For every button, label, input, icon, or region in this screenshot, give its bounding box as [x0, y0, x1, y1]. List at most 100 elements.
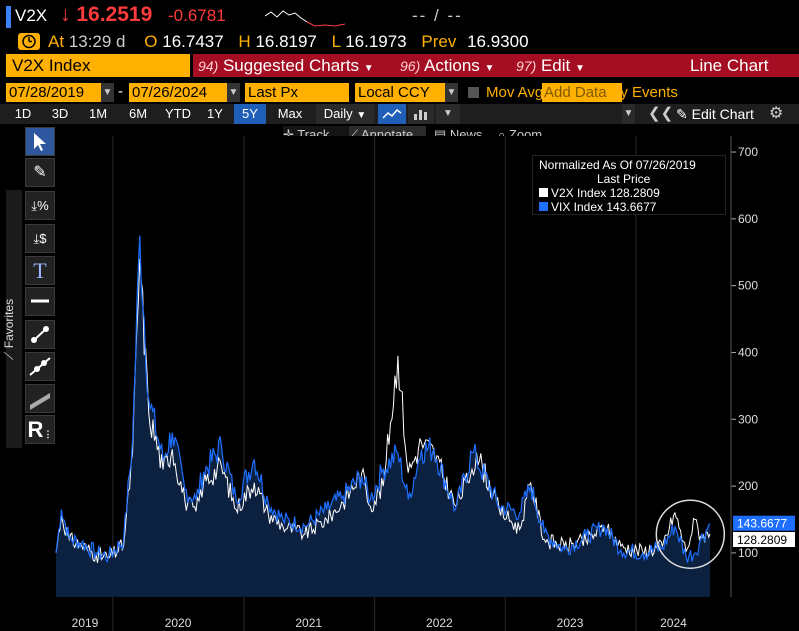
favorites-bar[interactable]: [6, 190, 22, 448]
mov-avgs-checkbox[interactable]: [468, 87, 479, 98]
vix-area-fill: [56, 235, 710, 597]
add-data-dropdown-icon[interactable]: ▼: [622, 104, 635, 124]
start-date-field[interactable]: 07/28/2019: [6, 83, 101, 102]
period-6m[interactable]: 6M: [128, 106, 148, 121]
y-tick-label: 400: [738, 345, 758, 359]
frequency-select[interactable]: Daily ▼: [316, 104, 374, 124]
menu-number: 96): [400, 58, 421, 74]
last-value-box-v2x: [733, 532, 795, 548]
line-chart-icon[interactable]: [378, 104, 406, 124]
high-label: H: [238, 32, 251, 51]
currency-dropdown-icon[interactable]: ▼: [445, 83, 458, 102]
caret-down-icon: ▼: [575, 63, 585, 74]
ticker-symbol: V2X: [15, 6, 48, 25]
collapse-icon[interactable]: ❮❮: [648, 105, 674, 122]
x-year-label: 2020: [165, 616, 192, 630]
sparkline-icon: [265, 10, 346, 27]
legend-item: VIX Index 143.6677: [533, 200, 725, 214]
y-tick-label: 100: [738, 546, 758, 560]
edit-chart-label: Edit Chart: [691, 106, 754, 122]
magnifier-icon: ⌕: [498, 127, 506, 142]
series-line-v2x: [55, 258, 711, 563]
x-year-label: 2019: [72, 616, 99, 630]
period-1m[interactable]: 1M: [88, 106, 108, 121]
r-tool-icon[interactable]: R⋮: [25, 415, 55, 444]
period-5y[interactable]: 5Y: [234, 104, 266, 124]
calendar-dropdown-icon[interactable]: ▼: [101, 83, 114, 102]
period-1y[interactable]: 1Y: [207, 106, 223, 121]
bid-ask: -- / --: [412, 6, 463, 25]
period-3d[interactable]: 3D: [51, 106, 69, 121]
dollar-tool-icon[interactable]: ⤓$: [25, 224, 55, 253]
legend-text: VIX Index 143.6677: [551, 200, 657, 214]
menu-bar: [193, 54, 799, 77]
low-value: 16.1973: [345, 32, 407, 51]
add-data-field[interactable]: Add Data: [542, 83, 622, 102]
edit-menu[interactable]: 97) Edit ▼: [516, 54, 585, 77]
calendar-dropdown-icon[interactable]: ▼: [227, 83, 240, 102]
chart-type-label[interactable]: Line Chart: [690, 56, 769, 75]
y-tick-label: 500: [738, 279, 758, 293]
text-tool-icon[interactable]: T: [25, 256, 55, 285]
period-max[interactable]: Max: [277, 106, 303, 121]
prev-label: Prev: [421, 32, 457, 51]
prev-value: 16.9300: [467, 32, 529, 51]
ticker-flag: [6, 6, 11, 28]
legend-subtitle: Last Price: [597, 172, 651, 186]
trend-line-tool-icon[interactable]: [25, 320, 55, 349]
ray-line-tool-icon[interactable]: [25, 352, 55, 381]
last-value-box-vix: [733, 515, 795, 531]
legend-title: Normalized As Of 07/26/2019: [539, 158, 696, 172]
menu-label: Suggested Charts: [222, 56, 360, 75]
menu-label: Edit: [540, 56, 571, 75]
security-field[interactable]: V2X Index: [6, 54, 190, 77]
highlight-circle: [655, 499, 726, 569]
field-select[interactable]: Last Px: [245, 83, 349, 102]
menu-label: Actions: [424, 56, 480, 75]
period-1d[interactable]: 1D: [14, 106, 32, 121]
caret-down-icon: ▼: [363, 63, 374, 74]
channel-tool-icon[interactable]: [25, 384, 55, 413]
actions-menu[interactable]: 96) Actions ▼: [400, 54, 494, 77]
date-separator: -: [118, 83, 123, 100]
open-label: O: [144, 32, 158, 51]
last-price: ↓ 16.2519: [60, 3, 152, 27]
menu-number: 94): [198, 58, 219, 74]
open-value: 16.7437: [162, 32, 224, 51]
legend-item: V2X Index 128.2809: [533, 186, 725, 200]
frequency-label: Daily: [323, 106, 353, 121]
pencil-tool-icon[interactable]: ✎: [25, 158, 55, 187]
legend-swatch: [539, 188, 548, 197]
high-value: 16.8197: [255, 32, 317, 51]
low-label: L: [331, 32, 341, 51]
clock-icon: [18, 33, 40, 50]
currency-select[interactable]: Local CCY: [355, 83, 445, 102]
percent-tool-icon[interactable]: ⤓%: [25, 191, 55, 220]
y-tick-label: 200: [738, 479, 758, 493]
suggested-charts-menu[interactable]: 94) Suggested Charts ▼: [198, 54, 374, 77]
x-year-label: 2022: [426, 616, 453, 630]
period-ytd[interactable]: YTD: [165, 106, 191, 121]
last-value-vix: 143.6677: [737, 517, 787, 531]
legend-items: V2X Index 128.2809 VIX Index 143.6677: [533, 186, 725, 214]
chart-style-icon[interactable]: [408, 104, 434, 124]
pencil-icon: ✎: [676, 106, 688, 122]
x-year-label: 2021: [295, 616, 322, 630]
chart-style-dropdown-icon[interactable]: ▼: [436, 104, 460, 124]
end-date-field[interactable]: 07/26/2024: [129, 83, 227, 102]
edit-chart-button[interactable]: ✎ Edit Chart: [676, 104, 754, 124]
down-arrow-icon: ↓: [60, 3, 71, 26]
quote-line: At 13:29 d O 16.7437 H 16.8197 L 16.1973…: [48, 32, 799, 54]
horizontal-line-tool-icon[interactable]: [25, 287, 55, 316]
cursor-tool-icon[interactable]: [25, 127, 55, 156]
x-year-label: 2024: [660, 616, 687, 630]
gear-icon[interactable]: ⚙: [769, 105, 784, 122]
time-value: 13:29 d: [68, 32, 126, 51]
annotate-icon: ⟋: [349, 127, 359, 142]
last-value-v2x: 128.2809: [737, 533, 787, 547]
y-tick-label: 700: [738, 145, 758, 159]
price-value: 16.2519: [76, 3, 153, 26]
chart-legend: Normalized As Of 07/26/2019 Last Price V…: [532, 155, 726, 215]
y-tick-label: 600: [738, 212, 758, 226]
